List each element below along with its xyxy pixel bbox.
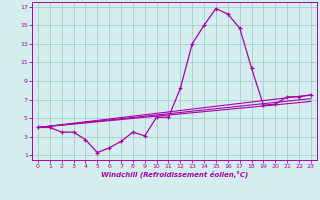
X-axis label: Windchill (Refroidissement éolien,°C): Windchill (Refroidissement éolien,°C): [101, 171, 248, 178]
